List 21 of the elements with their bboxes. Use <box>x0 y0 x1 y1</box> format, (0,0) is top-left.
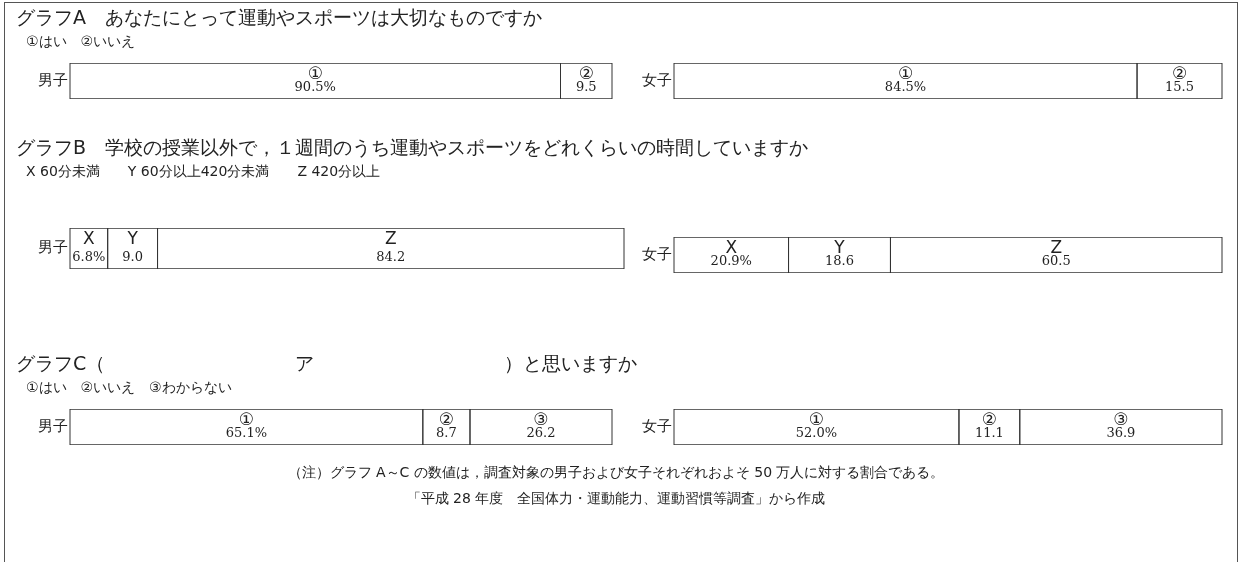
y-tick-label: 女子 <box>642 70 672 89</box>
y-tick-label: 女子 <box>642 244 672 263</box>
data-label: 84.2 <box>376 249 406 265</box>
series-label: Z <box>384 228 397 249</box>
series-label: X <box>83 228 96 249</box>
data-label: 9.0 <box>122 249 143 265</box>
text: 「平成 28 年度 全国体力・運動能力、運動習慣等調査」から作成 <box>405 489 827 508</box>
chart-subtitle: X 60分未満 Y 60分以上420分未満 Z 420分以上 <box>25 162 382 181</box>
chart-title: グラフA あなたにとって運動やスポーツは大切なものですか <box>16 5 543 30</box>
data-label: 11.1 <box>974 425 1004 441</box>
y-tick-label: 男子 <box>38 70 68 89</box>
chart-subtitle: ①はい ②いいえ ③わからない <box>25 378 233 397</box>
data-label: 6.8% <box>72 249 106 265</box>
chart-subtitle: ①はい ②いいえ <box>25 32 137 51</box>
chart-title: グラフB 学校の授業以外で，１週間のうち運動やスポーツをどれくらいの時間していますか <box>16 135 809 160</box>
chart-title: グラフC（ ア ）と思いますか <box>16 351 639 376</box>
y-tick-label: 男子 <box>38 238 68 257</box>
y-tick-label: 男子 <box>38 416 68 435</box>
annotation: （注）グラフ A～C の数値は，調査対象の男子および女子それぞれおよそ 50 万人に対する割合である。 <box>286 463 946 482</box>
series-label: Y <box>126 228 139 249</box>
y-tick-label: 女子 <box>642 416 672 435</box>
